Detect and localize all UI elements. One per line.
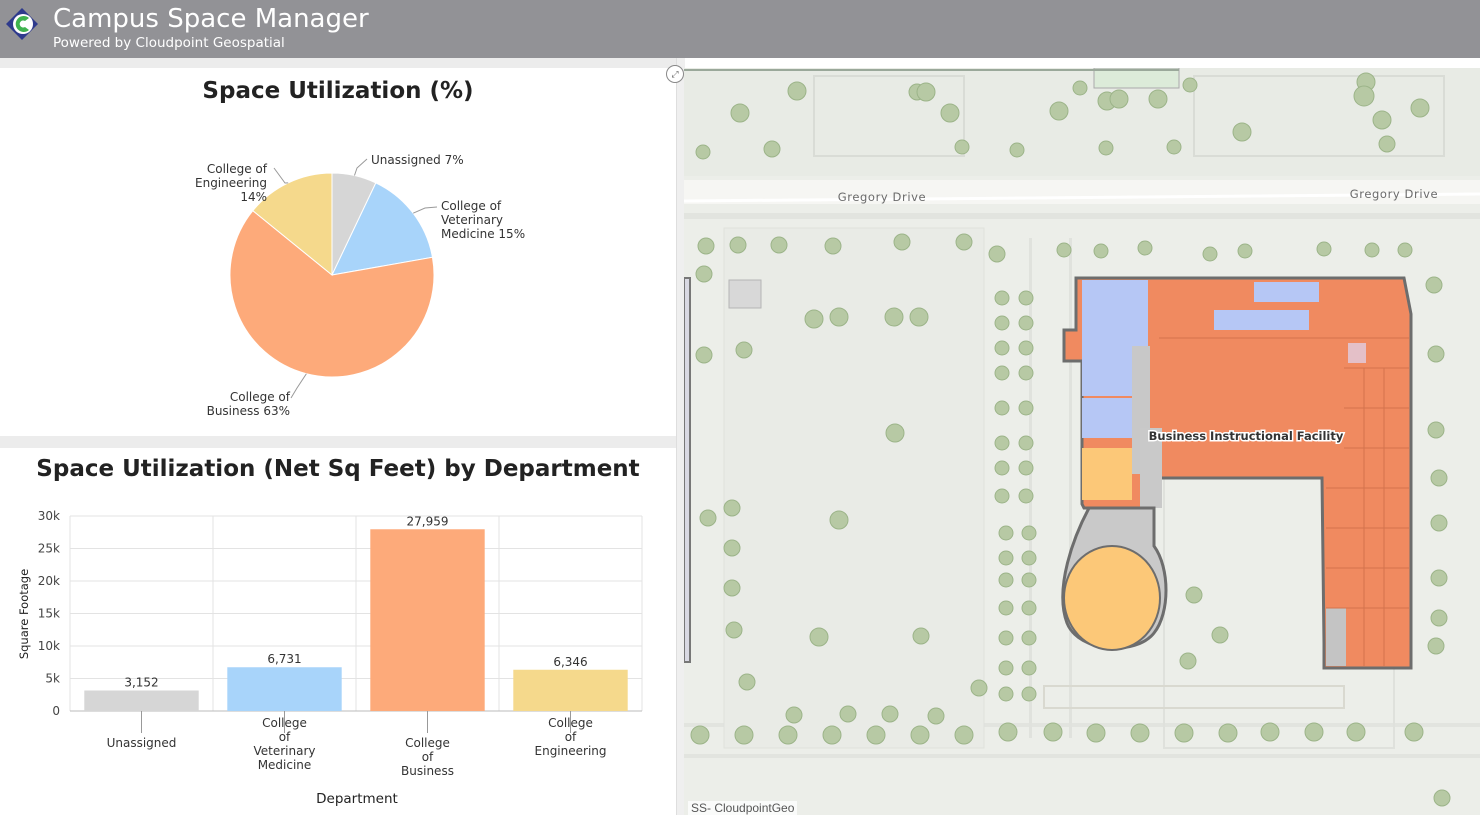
app-subtitle: Powered by Cloudpoint Geospatial: [53, 35, 285, 51]
pie-chart-title: Space Utilization (%): [202, 78, 474, 104]
x-tick-label: College of Engineering: [535, 716, 607, 758]
bar-chart-panel: Space Utilization (Net Sq Feet) by Depar…: [0, 448, 676, 815]
bar-chart: 0 5k 10k 15k 20k 25k 30k 3,152 Unassigned 6,731 Co…: [17, 509, 643, 807]
pie-leader-line: [412, 206, 438, 214]
x-axis-title: Department: [316, 791, 398, 807]
app-header: Campus Space Manager Powered by Cloudpoi…: [0, 0, 1480, 58]
bar[interactable]: [370, 529, 485, 711]
street-label: Gregory Drive: [1350, 187, 1438, 201]
pie-leader-line: [353, 158, 368, 176]
bar-value-label: 6,346: [553, 655, 587, 669]
bar[interactable]: [227, 667, 342, 711]
street-label: Gregory Drive: [838, 190, 926, 204]
pie-label-business: College of Business 63%: [207, 390, 291, 418]
bar-value-label: 3,152: [124, 676, 158, 690]
pie-chart: Unassigned 7% College of Veterinary Medicin…: [195, 153, 525, 418]
tree-row-west: [994, 290, 1037, 702]
pie-label-veterinary: College of Veterinary Medicine 15%: [441, 199, 525, 241]
y-tick-label: 0: [52, 704, 60, 718]
x-tick-label: College of Business: [401, 736, 454, 778]
app-logo: [6, 8, 38, 40]
y-tick-label: 10k: [38, 639, 60, 653]
bar[interactable]: [513, 669, 628, 711]
y-tick-label: 20k: [38, 574, 60, 588]
bar-value-label: 6,731: [267, 652, 301, 666]
panel-splitter[interactable]: [676, 58, 685, 815]
expand-icon[interactable]: ⤢: [666, 65, 684, 83]
campus-map[interactable]: Gregory Drive Gregory Drive Business Ins…: [684, 68, 1480, 815]
bar-chart-title: Space Utilization (Net Sq Feet) by Depar…: [36, 456, 640, 482]
pie-leader-line: [273, 167, 289, 184]
building-business-instructional-facility[interactable]: [1061, 276, 1413, 670]
map-attribution: SS- CloudpointGeo: [688, 801, 798, 815]
x-tick-label: College of Veterinary Medicine: [253, 716, 315, 772]
app-title: Campus Space Manager: [53, 4, 369, 34]
pie-slice[interactable]: [229, 209, 435, 378]
pie-chart-panel: Space Utilization (%) Unassigned 7% Colle…: [0, 68, 676, 436]
y-tick-label: 5k: [45, 672, 60, 686]
y-tick-label: 30k: [38, 509, 60, 523]
pie-label-unassigned: Unassigned 7%: [371, 153, 464, 167]
pie-slice[interactable]: [252, 172, 333, 277]
y-axis-title: Square Footage: [17, 569, 31, 659]
pie-label-engineering: College of Engineering 14%: [195, 162, 268, 204]
building-label: Business Instructional Facility: [1149, 429, 1344, 443]
y-tick-label: 15k: [38, 607, 60, 621]
dashboard-left-column: Space Utilization (%) Unassigned 7% Colle…: [0, 58, 685, 815]
y-tick-label: 25k: [38, 542, 60, 556]
bar[interactable]: [84, 690, 199, 711]
pie-leader-line: [290, 373, 307, 399]
bar-value-label: 27,959: [407, 514, 449, 528]
x-tick-label: Unassigned: [107, 736, 177, 750]
map-canvas[interactable]: Gregory Drive Gregory Drive Business Ins…: [684, 68, 1480, 815]
